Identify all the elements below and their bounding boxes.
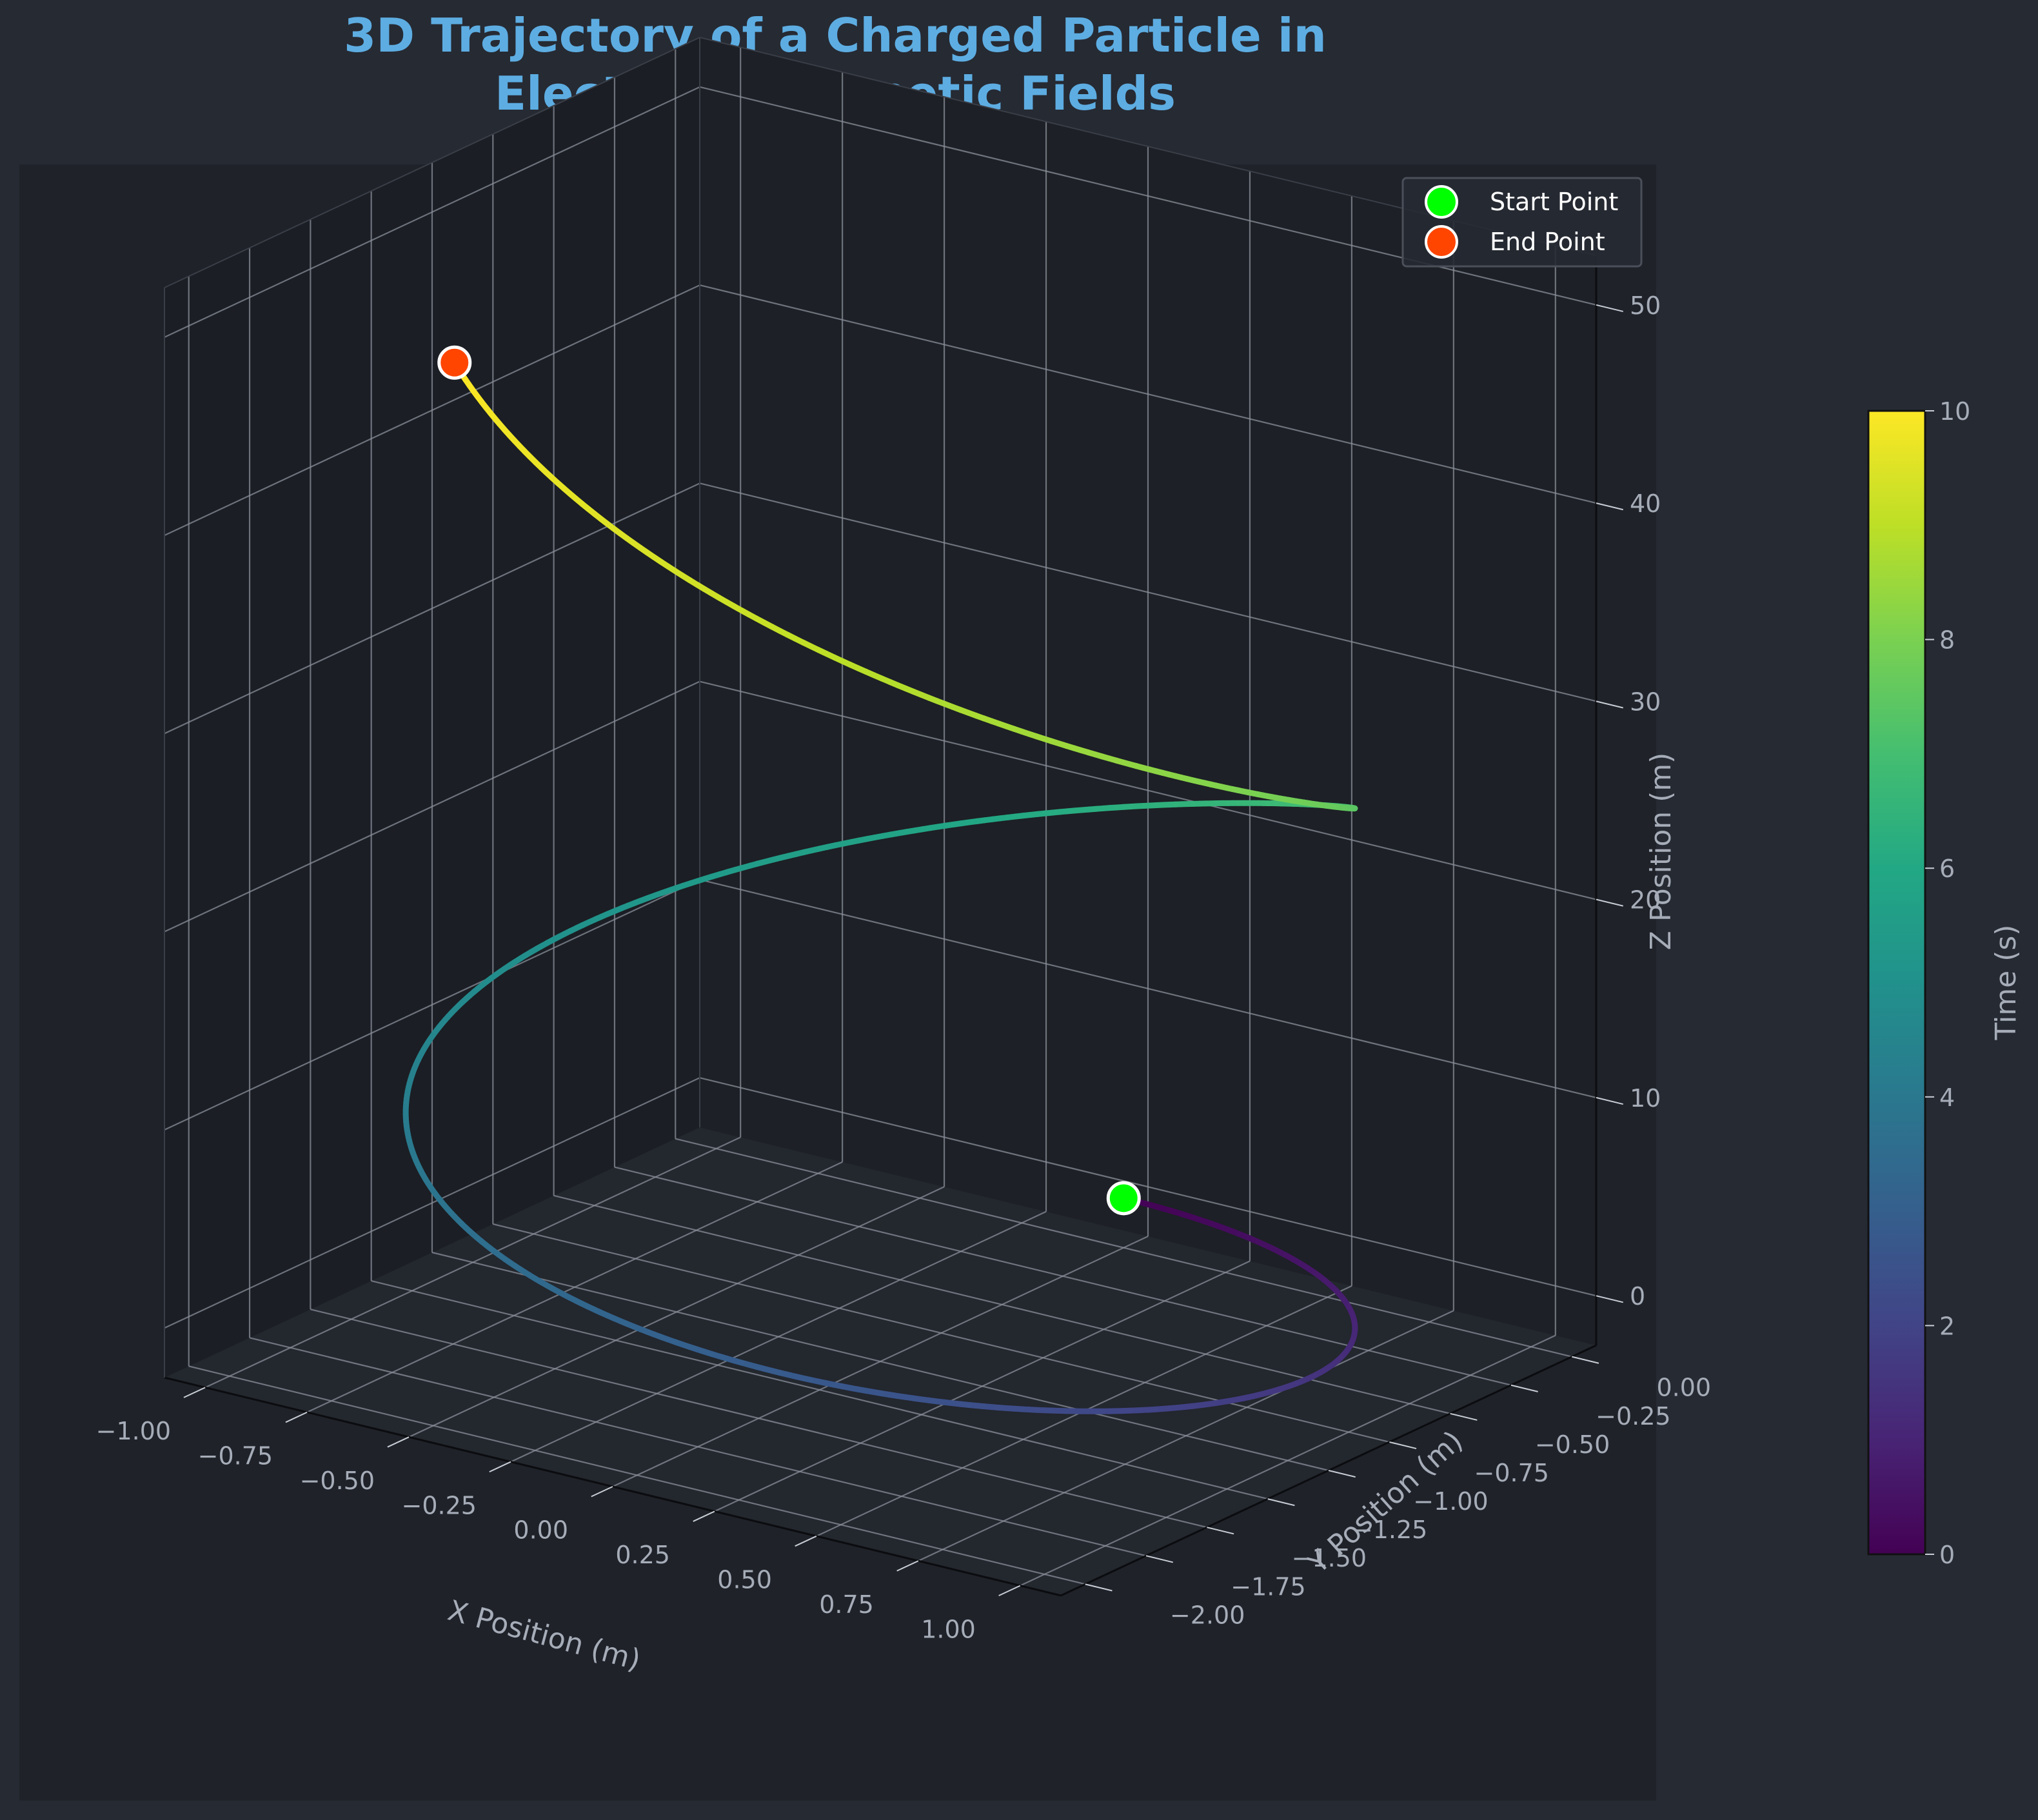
grid-z-back: [699, 680, 1597, 900]
colorbar-tick-label: 4: [1939, 1083, 1955, 1112]
grid-z-back: [699, 284, 1597, 504]
colorbar-gradient: [1867, 410, 1926, 1556]
grid-z-back: [699, 482, 1597, 702]
grid-y-floor: [188, 1365, 1085, 1585]
legend-end-marker: [1425, 225, 1458, 259]
grid-y-floor: [431, 1251, 1329, 1472]
x-tick-mark: [489, 1461, 511, 1473]
y-tick-label: −0.75: [1474, 1459, 1549, 1487]
y-tick-label: −0.25: [1596, 1402, 1670, 1430]
y-tick-mark: [1450, 1412, 1478, 1421]
pane-edge: [164, 37, 700, 288]
x-tick-mark: [998, 1585, 1021, 1597]
legend-end-label: End Point: [1490, 228, 1605, 256]
colorbar-label: Time (s): [1990, 925, 2023, 1041]
legend-box: [1401, 177, 1643, 268]
y-tick-label: −2.00: [1170, 1601, 1245, 1629]
y-tick-mark: [1085, 1583, 1113, 1592]
grid-lines: [164, 47, 1597, 1587]
y-tick-mark: [1510, 1384, 1538, 1392]
x-tick-label: 0.25: [615, 1541, 670, 1569]
colorbar-tick-label: 6: [1939, 855, 1955, 883]
y-tick-label: −1.50: [1292, 1544, 1367, 1572]
y-tick-label: −1.75: [1231, 1572, 1305, 1601]
x-tick-label: 0.00: [513, 1516, 568, 1545]
y-tick-mark: [1572, 1356, 1599, 1364]
grid-z-back: [699, 1077, 1597, 1297]
grid-z-side: [164, 680, 700, 933]
colorbar-ticks: 0 2 4 6 8 10: [1925, 397, 1970, 1569]
trajectory-markers: [437, 345, 1141, 1216]
y-tick-label: −1.25: [1352, 1516, 1427, 1544]
x-tick-mark: [896, 1560, 919, 1572]
grid-y-floor: [493, 1223, 1390, 1443]
z-tick-mark: [1596, 502, 1623, 511]
legend-start-label: Start Point: [1490, 188, 1618, 216]
z-tick-label: 30: [1630, 687, 1661, 716]
z-tick-mark: [1596, 1295, 1623, 1303]
colorbar-tick-label: 0: [1939, 1541, 1955, 1569]
colorbar-tick-label: 8: [1939, 626, 1955, 655]
y-tick-mark: [1389, 1441, 1417, 1450]
z-tick-label: 20: [1630, 886, 1661, 915]
x-tick-mark: [591, 1486, 613, 1498]
trajectory-line: [402, 359, 1358, 1414]
x-tick-mark: [795, 1535, 817, 1547]
x-tick-label: −0.25: [402, 1491, 477, 1519]
x-tick-label: 1.00: [921, 1615, 976, 1643]
legend: Start Point End Point: [1401, 177, 1643, 268]
y-tick-mark: [1145, 1555, 1173, 1563]
grid-y-floor: [675, 1138, 1572, 1358]
y-tick-mark: [1328, 1470, 1356, 1478]
colorbar-tick-label: 2: [1939, 1312, 1955, 1340]
colorbar: 0 2 4 6 8 10 Time (s): [1867, 397, 2023, 1569]
y-tick-mark: [1207, 1527, 1234, 1535]
y-tick-mark: [1267, 1498, 1295, 1507]
grid-y-floor: [371, 1280, 1268, 1500]
z-tick-mark: [1596, 700, 1623, 709]
x-tick-mark: [693, 1510, 715, 1522]
x-tick-label: 0.50: [717, 1565, 772, 1594]
x-tick-mark: [387, 1436, 410, 1448]
grid-z-back: [699, 878, 1597, 1098]
grid-z-side: [164, 284, 700, 537]
grid-z-side: [164, 86, 700, 338]
end-point-marker: [437, 345, 472, 380]
x-tick-label: −0.75: [198, 1441, 273, 1470]
x-tick-label: 0.75: [819, 1590, 874, 1619]
z-tick-label: 10: [1630, 1084, 1661, 1113]
grid-z-back: [699, 86, 1597, 306]
z-tick-mark: [1596, 898, 1623, 907]
y-tick-label: 0.00: [1656, 1374, 1711, 1402]
grid-z-side: [164, 1077, 700, 1329]
grid-y-floor: [249, 1337, 1147, 1557]
z-tick-mark: [1596, 304, 1623, 312]
z-tick-label: 40: [1630, 490, 1661, 518]
x-tick-mark: [285, 1411, 308, 1423]
x-tick-label: −1.00: [96, 1417, 171, 1445]
y-tick-label: −0.50: [1535, 1430, 1610, 1459]
z-tick-mark: [1596, 1096, 1623, 1105]
x-tick-mark: [183, 1387, 206, 1398]
colorbar-tick-label: 10: [1939, 397, 1970, 426]
tick-labels: −1.00−0.75−0.50−0.250.000.250.500.751.00…: [96, 292, 1711, 1643]
legend-start-marker: [1425, 185, 1458, 219]
start-point-marker: [1106, 1181, 1141, 1216]
grid-y-floor: [553, 1194, 1450, 1414]
chart-title-line-1: 3D Trajectory of a Charged Particle in: [344, 8, 1327, 63]
x-tick-label: −0.50: [300, 1467, 375, 1495]
grid-y-floor: [614, 1166, 1512, 1386]
grid-z-side: [164, 878, 700, 1131]
grid-y-floor: [310, 1309, 1207, 1528]
z-tick-label: 50: [1630, 292, 1661, 320]
z-tick-label: 0: [1630, 1282, 1645, 1311]
z-axis-label: Z Position (m): [1645, 753, 1677, 951]
y-tick-label: −1.00: [1413, 1487, 1488, 1516]
